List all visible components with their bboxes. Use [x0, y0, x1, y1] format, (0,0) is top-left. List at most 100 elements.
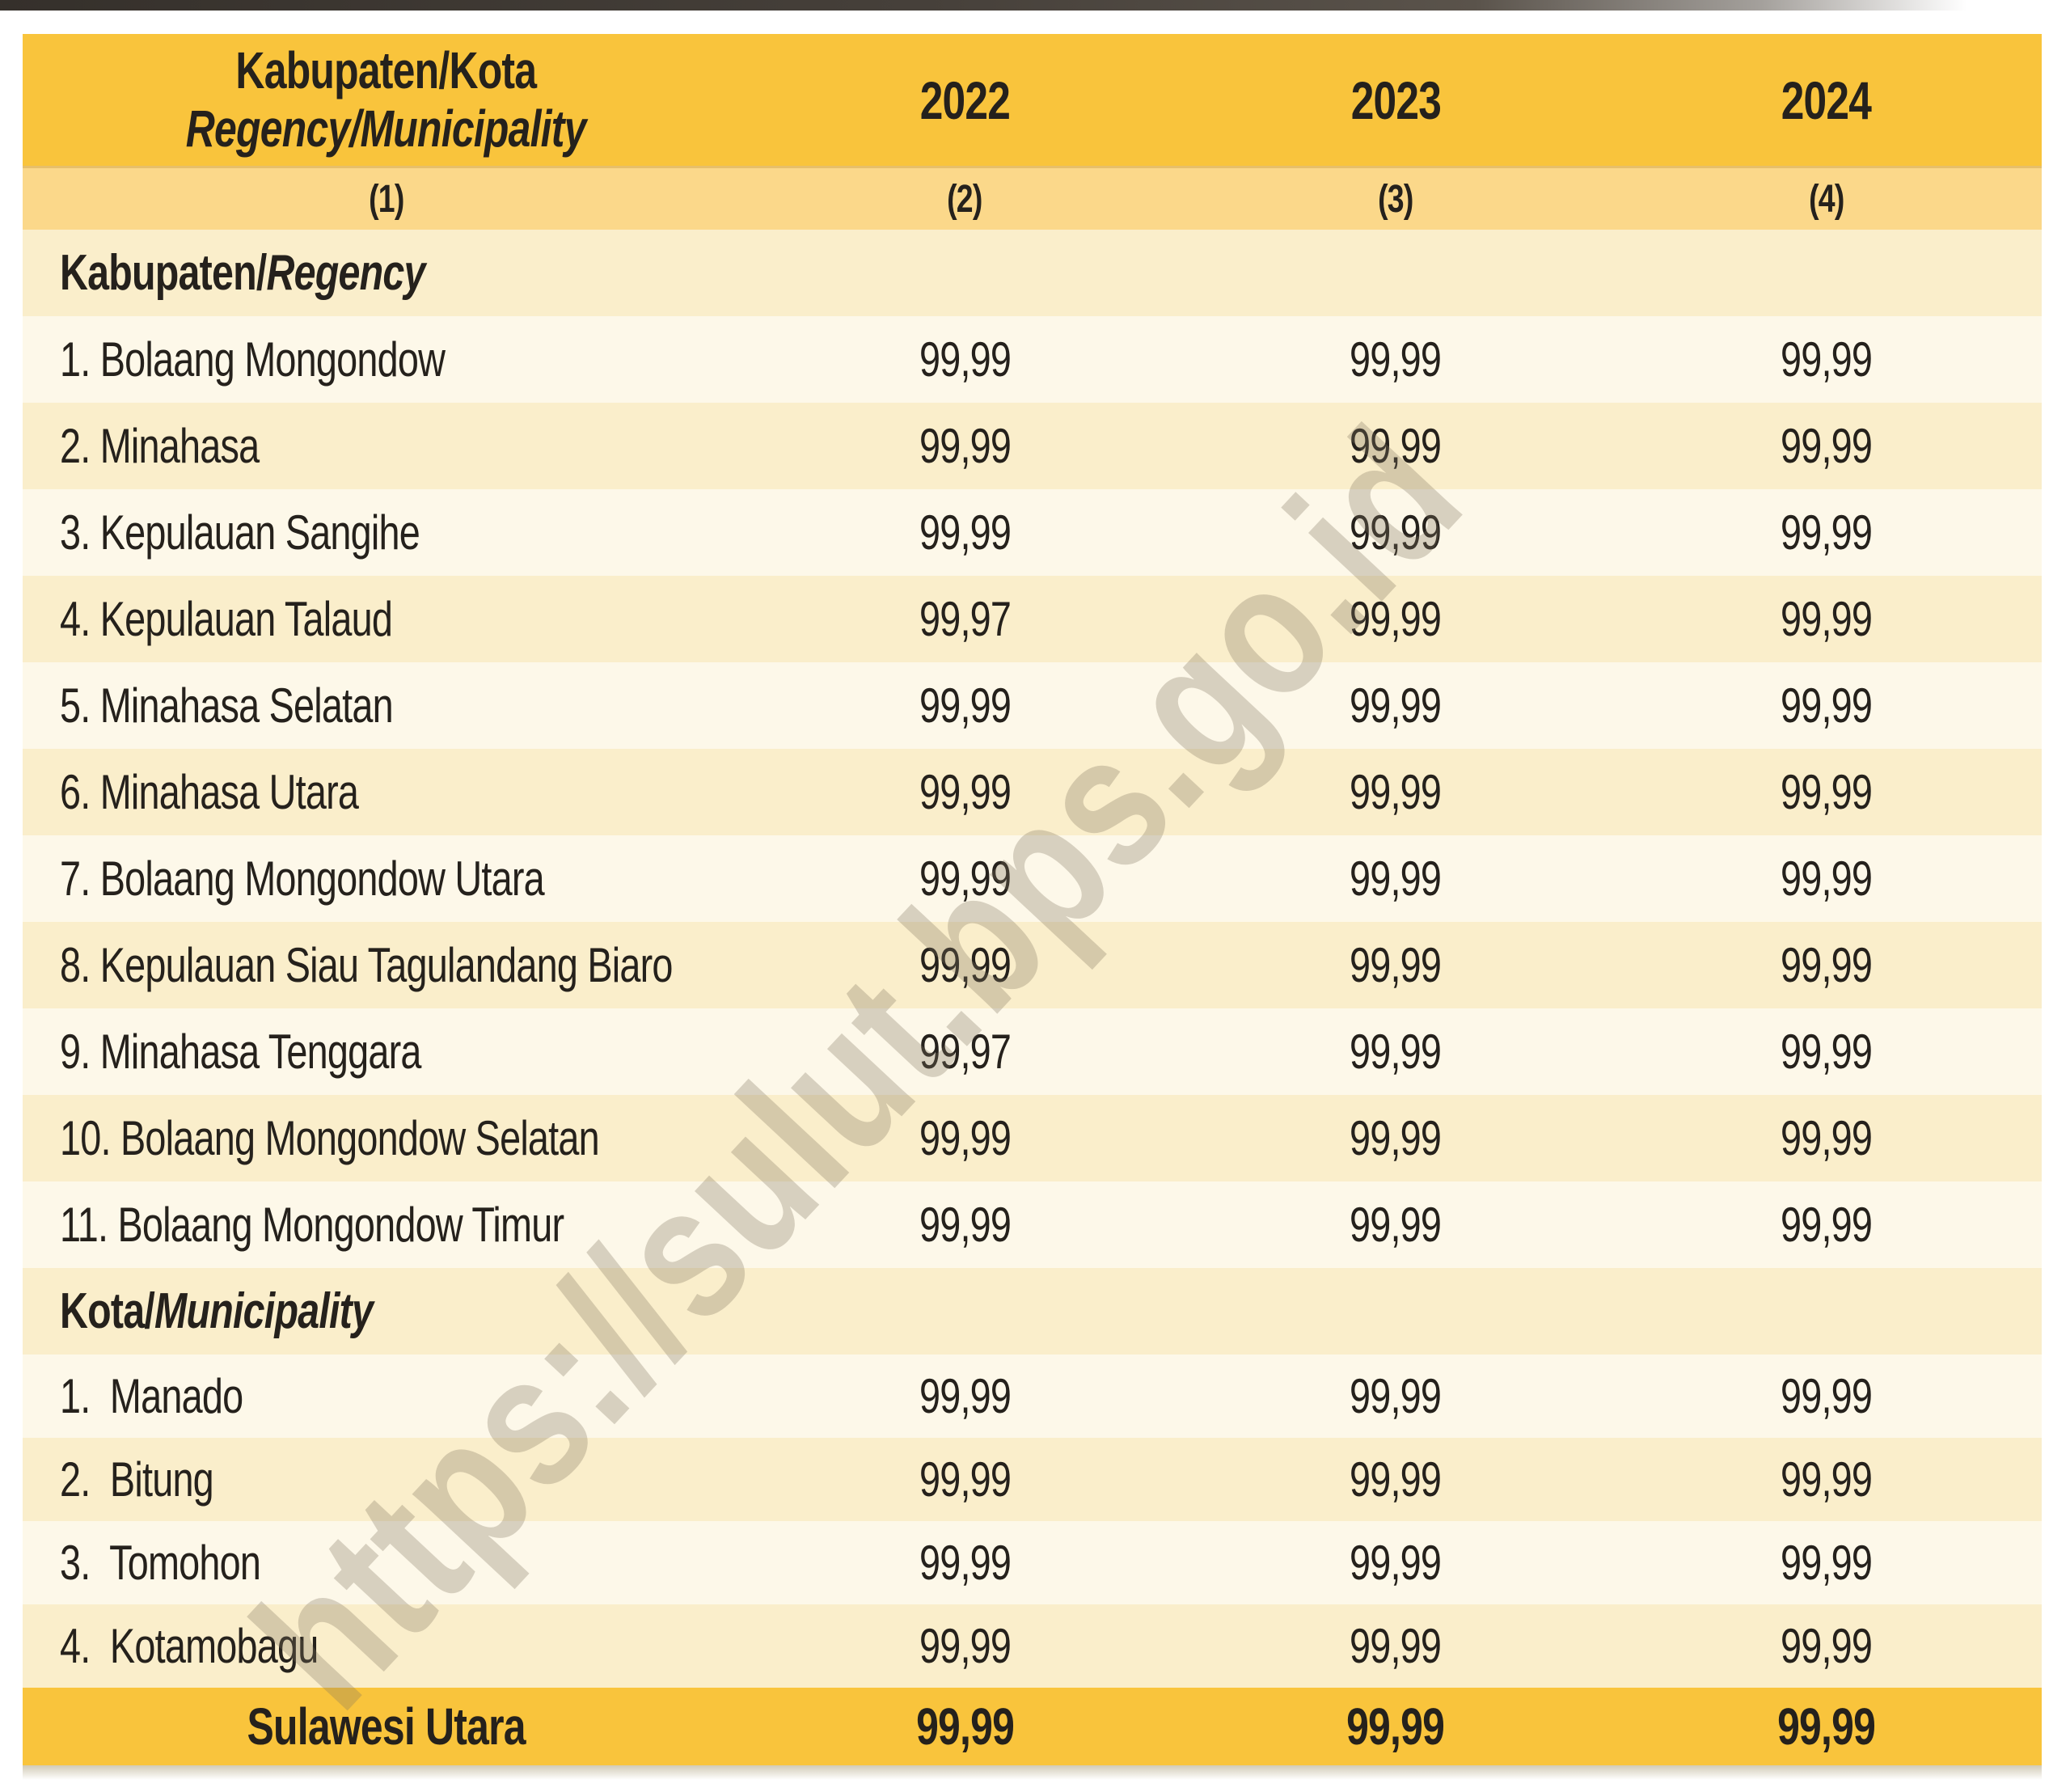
value-cell: 99,99: [919, 678, 1012, 733]
value-cell: 99,99: [919, 419, 1012, 473]
row-label: 4. Kotamobagu: [60, 1619, 319, 1673]
section-empty-cell: [750, 1268, 1181, 1355]
table-row: 7. Bolaang Mongondow Utara 99,99 99,99 99,9…: [23, 835, 2042, 922]
value-cell: 99,99: [1350, 1452, 1442, 1507]
table-row: 4. Kotamobagu 99,99 99,99 99,99: [23, 1604, 2042, 1688]
value-cell: 99,99: [1781, 1369, 1873, 1423]
grand-total-label: Sulawesi Utara: [247, 1697, 526, 1756]
column-header-region-en: Regency/Municipality: [186, 99, 587, 158]
section-title: Kota/Municipality: [60, 1283, 374, 1339]
value-cell: 99,99: [919, 765, 1012, 819]
table-row: 3. Kepulauan Sangihe 99,99 99,99 99,99: [23, 489, 2042, 576]
section-empty-cell: [1181, 1268, 1612, 1355]
table-header-row: Kabupaten/Kota Regency/Municipality 2022…: [23, 34, 2042, 166]
section-header-row: Kota/Municipality: [23, 1268, 2042, 1355]
value-cell: 99,99: [919, 505, 1012, 560]
row-label: 10. Bolaang Mongondow Selatan: [60, 1111, 600, 1165]
value-cell: 99,99: [919, 1369, 1012, 1423]
column-index-row: (1) (2) (3) (4): [23, 166, 2042, 230]
value-cell: 99,99: [1350, 765, 1442, 819]
statistics-table: Kabupaten/Kota Regency/Municipality 2022…: [23, 34, 2042, 1780]
table-row: 9. Minahasa Tenggara 99,97 99,99 99,99: [23, 1008, 2042, 1095]
value-cell: 99,99: [1350, 1025, 1442, 1079]
value-cell: 99,99: [919, 1536, 1012, 1590]
grand-total-row: Sulawesi Utara 99,99 99,99 99,99: [23, 1688, 2042, 1765]
value-cell: 99,99: [919, 938, 1012, 992]
value-cell: 99,99: [1781, 1198, 1873, 1252]
column-index-3: (3): [1378, 177, 1413, 221]
column-index-4: (4): [1808, 177, 1844, 221]
section-empty-cell: [1181, 230, 1612, 316]
value-cell: 99,99: [919, 852, 1012, 906]
value-cell: 99,99: [1350, 938, 1442, 992]
footer-shadow: [23, 1765, 2042, 1780]
table-row: 11. Bolaang Mongondow Timur 99,99 99,99 99,…: [23, 1181, 2042, 1268]
section-title: Kabupaten/Regency: [60, 245, 425, 301]
value-cell: 99,99: [1350, 332, 1442, 387]
row-label: 3. Tomohon: [60, 1536, 261, 1590]
value-cell: 99,99: [1781, 1619, 1873, 1673]
value-cell: 99,99: [1781, 592, 1873, 646]
table-row: 6. Minahasa Utara 99,99 99,99 99,99: [23, 749, 2042, 835]
row-label: 5. Minahasa Selatan: [60, 678, 394, 733]
value-cell: 99,99: [1781, 1111, 1873, 1165]
section-header-row: Kabupaten/Regency: [23, 230, 2042, 316]
row-label: 1. Bolaang Mongondow: [60, 332, 446, 387]
value-cell: 99,99: [1350, 1198, 1442, 1252]
table-row: 3. Tomohon 99,99 99,99 99,99: [23, 1521, 2042, 1604]
value-cell: 99,99: [1350, 1619, 1442, 1673]
value-cell: 99,99: [1781, 1025, 1873, 1079]
column-header-region-id: Kabupaten/Kota: [235, 40, 538, 99]
row-label: 3. Kepulauan Sangihe: [60, 505, 420, 560]
row-label: 9. Minahasa Tenggara: [60, 1025, 421, 1079]
row-label: 7. Bolaang Mongondow Utara: [60, 852, 545, 906]
table-row: 4. Kepulauan Talaud 99,97 99,99 99,99: [23, 576, 2042, 662]
table-row: 8. Kepulauan Siau Tagulandang Biaro 99,99…: [23, 922, 2042, 1008]
table-row: 2. Bitung 99,99 99,99 99,99: [23, 1438, 2042, 1521]
table-row: 2. Minahasa 99,99 99,99 99,99: [23, 403, 2042, 489]
value-cell: 99,99: [1781, 938, 1873, 992]
row-label: 1. Manado: [60, 1369, 243, 1423]
value-cell: 99,99: [1350, 505, 1442, 560]
row-label: 2. Bitung: [60, 1452, 214, 1507]
value-cell: 99,99: [1350, 678, 1442, 733]
row-label: 8. Kepulauan Siau Tagulandang Biaro: [60, 938, 673, 992]
section-empty-cell: [1611, 1268, 2042, 1355]
grand-total-2022: 99,99: [915, 1697, 1015, 1756]
value-cell: 99,99: [1781, 1536, 1873, 1590]
value-cell: 99,99: [919, 1198, 1012, 1252]
value-cell: 99,99: [1781, 1452, 1873, 1507]
value-cell: 99,99: [1350, 852, 1442, 906]
value-cell: 99,97: [919, 1025, 1012, 1079]
value-cell: 99,99: [919, 1452, 1012, 1507]
row-label: 2. Minahasa: [60, 419, 260, 473]
value-cell: 99,99: [1781, 678, 1873, 733]
table-body: Kabupaten/Regency 1. Bolaang Mongondow 99,…: [23, 230, 2042, 1688]
value-cell: 99,99: [1781, 419, 1873, 473]
value-cell: 99,99: [1350, 1111, 1442, 1165]
column-header-2023: 2023: [1350, 70, 1441, 130]
column-index-1: (1): [368, 177, 404, 221]
value-cell: 99,99: [919, 332, 1012, 387]
value-cell: 99,99: [1350, 1536, 1442, 1590]
value-cell: 99,97: [919, 592, 1012, 646]
grand-total-2024: 99,99: [1777, 1697, 1876, 1756]
table-row: 1. Manado 99,99 99,99 99,99: [23, 1355, 2042, 1438]
value-cell: 99,99: [1350, 1369, 1442, 1423]
section-empty-cell: [750, 230, 1181, 316]
column-header-region: Kabupaten/Kota Regency/Municipality: [23, 34, 750, 166]
table-row: 1. Bolaang Mongondow 99,99 99,99 99,99: [23, 316, 2042, 403]
value-cell: 99,99: [1781, 332, 1873, 387]
column-index-2: (2): [947, 177, 983, 221]
row-label: 11. Bolaang Mongondow Timur: [60, 1198, 564, 1252]
grand-total-2023: 99,99: [1346, 1697, 1445, 1756]
value-cell: 99,99: [1350, 592, 1442, 646]
row-label: 4. Kepulauan Talaud: [60, 592, 393, 646]
column-header-2022: 2022: [919, 70, 1011, 130]
value-cell: 99,99: [919, 1111, 1012, 1165]
value-cell: 99,99: [1781, 765, 1873, 819]
value-cell: 99,99: [1781, 852, 1873, 906]
value-cell: 99,99: [1350, 419, 1442, 473]
section-empty-cell: [1611, 230, 2042, 316]
